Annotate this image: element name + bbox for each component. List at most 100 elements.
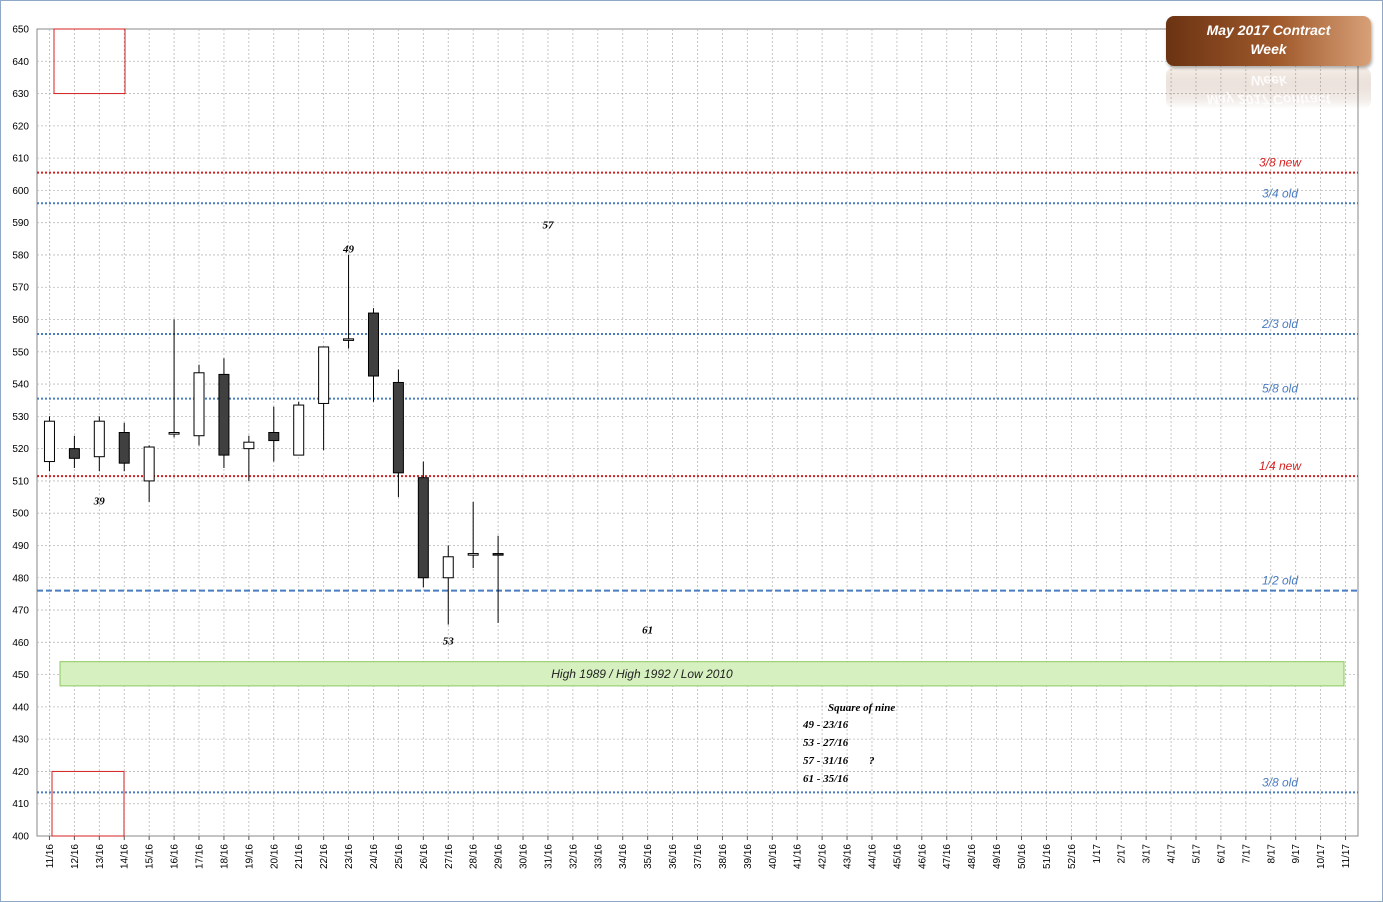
x-tick-label: 40/16 — [768, 844, 779, 869]
x-tick-label: 14/16 — [120, 844, 131, 869]
y-tick-label: 460 — [12, 638, 29, 649]
x-tick-label: 32/16 — [568, 844, 579, 869]
x-tick-label: 38/16 — [718, 844, 729, 869]
y-tick-label: 540 — [12, 380, 29, 391]
x-tick-label: 44/16 — [867, 844, 878, 869]
candle-body — [293, 404, 305, 456]
x-tick-label: 36/16 — [668, 844, 679, 869]
y-tick-label: 570 — [12, 283, 29, 294]
x-tick-label: 5/17 — [1191, 844, 1202, 864]
y-tick-label: 630 — [12, 89, 29, 100]
candle-body — [442, 556, 454, 579]
x-tick-label: 46/16 — [917, 844, 928, 869]
y-tick-label: 550 — [12, 347, 29, 358]
candle-body — [193, 372, 205, 437]
chart-title-reflection: May 2017 Contract Week — [1166, 67, 1371, 109]
support-band-label: High 1989 / High 1992 / Low 2010 — [551, 667, 733, 681]
x-tick-label: 22/16 — [319, 844, 330, 869]
x-tick-label: 19/16 — [244, 844, 255, 869]
x-tick-label: 8/17 — [1266, 844, 1277, 864]
x-tick-label: 18/16 — [219, 844, 230, 869]
x-tick-label: 24/16 — [369, 844, 380, 869]
chart-title-reflection-line-1: May 2017 Contract — [1206, 92, 1331, 108]
y-tick-label: 580 — [12, 250, 29, 261]
x-tick-label: 3/17 — [1142, 844, 1153, 864]
y-tick-label: 450 — [12, 670, 29, 681]
chart-title-line-2: Week — [1250, 41, 1287, 57]
candle-body — [143, 446, 155, 482]
candle-body — [318, 346, 330, 404]
candle-body — [68, 448, 80, 459]
x-tick-label: 50/16 — [1017, 844, 1028, 869]
x-tick-label: 48/16 — [967, 844, 978, 869]
y-tick-label: 610 — [12, 154, 29, 165]
x-tick-label: 21/16 — [294, 844, 305, 869]
x-tick-label: 49/16 — [992, 844, 1003, 869]
level-label: 5/8 old — [1262, 382, 1298, 396]
x-tick-label: 13/16 — [95, 844, 106, 869]
x-tick-label: 34/16 — [618, 844, 629, 869]
square-of-nine-line: 53 - 27/16 — [803, 737, 849, 749]
x-tick-label: 37/16 — [693, 844, 704, 869]
chart-title: May 2017 Contract Week — [1166, 16, 1371, 66]
square-of-nine-line: 57 - 31/16 — [803, 755, 849, 767]
x-tick-label: 10/17 — [1316, 844, 1327, 869]
x-tick-label: 42/16 — [818, 844, 829, 869]
x-tick-label: 1/17 — [1092, 844, 1103, 864]
y-tick-label: 600 — [12, 186, 29, 197]
cycle-annotation: 39 — [93, 495, 106, 507]
cycle-annotation: 53 — [443, 636, 455, 648]
x-tick-label: 41/16 — [793, 844, 804, 869]
x-tick-label: 2/17 — [1117, 844, 1128, 864]
y-tick-label: 400 — [12, 832, 29, 843]
candle-body — [268, 432, 280, 442]
x-tick-label: 47/16 — [942, 844, 953, 869]
y-tick-label: 430 — [12, 735, 29, 746]
support-band — [59, 661, 1345, 687]
level-label: 1/2 old — [1262, 574, 1298, 588]
y-tick-label: 500 — [12, 509, 29, 520]
y-tick-label: 510 — [12, 476, 29, 487]
y-tick-label: 650 — [12, 25, 29, 36]
candle-body — [243, 441, 255, 450]
candle-body — [417, 477, 429, 579]
x-tick-label: 15/16 — [145, 844, 156, 869]
x-tick-label: 45/16 — [892, 844, 903, 869]
y-tick-label: 480 — [12, 573, 29, 584]
marker-box-bottom — [51, 770, 125, 837]
x-tick-label: 7/17 — [1241, 844, 1252, 864]
level-label: 1/4 new — [1259, 459, 1302, 473]
x-tick-label: 9/17 — [1291, 844, 1302, 864]
x-tick-label: 33/16 — [593, 844, 604, 869]
x-tick-label: 11/17 — [1341, 844, 1352, 869]
candle-body — [218, 373, 230, 456]
y-tick-label: 560 — [12, 315, 29, 326]
y-tick-label: 410 — [12, 799, 29, 810]
square-of-nine-line: 49 - 23/16 — [802, 719, 849, 731]
marker-box-top — [53, 28, 126, 95]
square-of-nine-mark: ? — [869, 755, 875, 767]
x-tick-label: 16/16 — [170, 844, 181, 869]
candle-body — [467, 553, 479, 556]
y-tick-label: 640 — [12, 57, 29, 68]
candle-body — [168, 432, 180, 435]
x-tick-label: 35/16 — [643, 844, 654, 869]
x-tick-label: 6/17 — [1216, 844, 1227, 864]
y-tick-label: 520 — [12, 444, 29, 455]
x-tick-label: 17/16 — [195, 844, 206, 869]
x-tick-label: 11/16 — [45, 844, 56, 869]
level-label: 2/3 old — [1261, 317, 1298, 331]
candle-body — [492, 553, 504, 556]
square-of-nine-heading: Square of nine — [828, 702, 895, 714]
x-tick-label: 27/16 — [444, 844, 455, 869]
level-label: 3/8 new — [1259, 156, 1302, 170]
candle-body — [343, 338, 355, 341]
level-label: 3/4 old — [1262, 186, 1298, 200]
x-tick-label: 30/16 — [519, 844, 530, 869]
x-tick-label: 39/16 — [743, 844, 754, 869]
candle-body — [43, 420, 55, 463]
cycle-annotation: 61 — [642, 624, 653, 636]
x-tick-label: 4/17 — [1167, 844, 1178, 864]
x-tick-label: 12/16 — [70, 844, 81, 869]
